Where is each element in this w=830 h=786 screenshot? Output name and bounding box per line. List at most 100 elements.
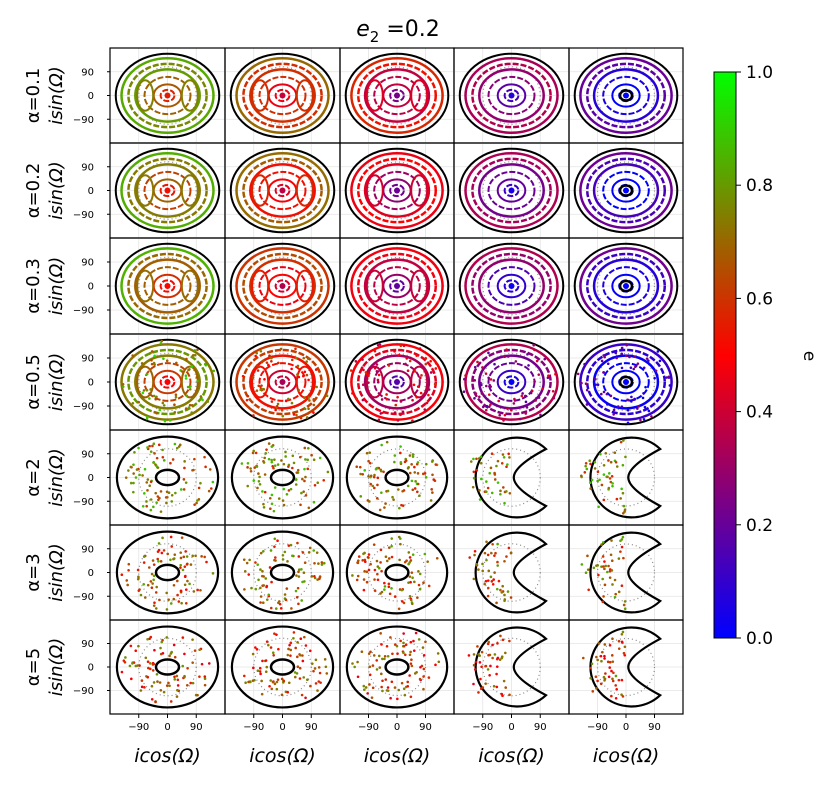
- chaotic-point: [418, 587, 422, 591]
- chaotic-point: [165, 359, 169, 363]
- chaotic-point: [498, 658, 502, 661]
- chaotic-point: [254, 451, 258, 455]
- chaotic-point: [503, 593, 506, 597]
- chaotic-point: [301, 374, 305, 378]
- chaotic-point: [473, 668, 477, 671]
- chaotic-point: [393, 454, 397, 457]
- chaotic-point: [585, 467, 589, 471]
- orbit-contour: [478, 163, 545, 218]
- chaotic-point: [481, 569, 485, 573]
- libration-island: [410, 79, 429, 112]
- reference-circle: [138, 352, 197, 412]
- chaotic-point: [589, 487, 592, 490]
- orbit-contour: [496, 83, 527, 108]
- chaotic-point: [514, 360, 518, 363]
- libration-island: [295, 79, 314, 112]
- reference-circle: [482, 66, 541, 125]
- chaotic-point: [389, 696, 392, 700]
- chaotic-point: [576, 372, 580, 376]
- chaotic-point: [312, 403, 316, 407]
- chaotic-point: [506, 407, 509, 410]
- chaotic-point: [297, 555, 301, 558]
- chaotic-point: [303, 479, 306, 483]
- chaotic-point: [622, 603, 626, 607]
- chaotic-point: [399, 445, 402, 448]
- chaotic-point: [621, 535, 625, 539]
- chaotic-point: [147, 566, 151, 569]
- chaotic-point: [408, 454, 412, 457]
- outer-boundary: [474, 531, 548, 614]
- chaotic-point: [154, 463, 157, 466]
- chaotic-point: [268, 684, 271, 688]
- libration-island: [136, 79, 155, 112]
- chaotic-point: [278, 602, 282, 606]
- orbit-contour: [585, 157, 667, 224]
- axis-labels: α=0.1 isin(Ω) 900−90α=0.2 isin(Ω) 900−90α=0.…: [23, 66, 661, 767]
- panel-r1-c3: [339, 47, 455, 144]
- chaotic-point: [152, 505, 155, 509]
- chaotic-point: [493, 478, 497, 481]
- chaotic-point: [399, 344, 403, 348]
- chaotic-point: [375, 659, 379, 662]
- chaotic-point: [614, 696, 618, 700]
- chaotic-point: [426, 373, 429, 377]
- chaotic-point: [597, 642, 601, 645]
- chaotic-point: [368, 683, 371, 686]
- chaotic-point: [186, 579, 189, 583]
- outer-boundary: [573, 52, 679, 139]
- chaotic-point: [153, 354, 156, 358]
- chaotic-point: [617, 639, 621, 643]
- chaotic-point: [623, 653, 627, 657]
- panel-r2-c1: [109, 142, 226, 239]
- chaotic-point: [602, 595, 605, 598]
- chaotic-point: [491, 643, 494, 647]
- chaotic-point: [414, 631, 418, 635]
- chaotic-point: [249, 467, 252, 470]
- chaotic-point: [467, 654, 471, 657]
- chaotic-point: [427, 676, 431, 679]
- chaotic-point: [257, 472, 260, 475]
- colorbar-gradient: [713, 71, 737, 639]
- inner-boundary: [618, 279, 634, 293]
- chaotic-point: [357, 555, 361, 558]
- chaotic-point: [183, 466, 186, 470]
- chaotic-point: [419, 665, 422, 669]
- y-tick-label: 90: [81, 354, 94, 365]
- y-tick-label: −90: [73, 306, 94, 317]
- orbit-contour: [602, 75, 650, 116]
- chaotic-point: [493, 554, 496, 557]
- inner-boundary: [154, 658, 181, 676]
- chaotic-point: [125, 579, 129, 582]
- chaotic-point: [431, 459, 434, 462]
- chaotic-point: [367, 652, 371, 655]
- chaotic-point: [264, 670, 268, 674]
- chaotic-point: [605, 475, 609, 479]
- chaotic-point: [533, 380, 536, 383]
- chaotic-point: [143, 686, 146, 689]
- panel-r6-c5: [568, 524, 684, 621]
- chaotic-point: [385, 440, 389, 444]
- chaotic-point: [273, 545, 276, 548]
- chaotic-point: [398, 558, 401, 562]
- chaotic-point: [288, 643, 291, 647]
- chaotic-point: [180, 601, 183, 605]
- x-tick-label: 0: [394, 722, 400, 733]
- chaotic-point: [211, 480, 215, 484]
- chaotic-point: [610, 654, 614, 657]
- chaotic-point: [620, 584, 624, 588]
- chaotic-point: [584, 382, 588, 386]
- chaotic-point: [185, 555, 189, 558]
- chaotic-point: [434, 362, 438, 365]
- chaotic-point: [375, 370, 379, 373]
- chaotic-point: [487, 376, 490, 380]
- chaotic-point: [386, 654, 390, 658]
- chaotic-point: [477, 457, 481, 460]
- chaotic-point: [272, 653, 275, 657]
- chaotic-point: [178, 443, 182, 447]
- chaotic-point: [174, 491, 177, 495]
- chaotic-point: [610, 539, 613, 542]
- chaotic-point: [285, 587, 289, 590]
- chaotic-point: [292, 461, 296, 465]
- outer-boundary: [344, 147, 450, 234]
- chaotic-point: [425, 401, 429, 405]
